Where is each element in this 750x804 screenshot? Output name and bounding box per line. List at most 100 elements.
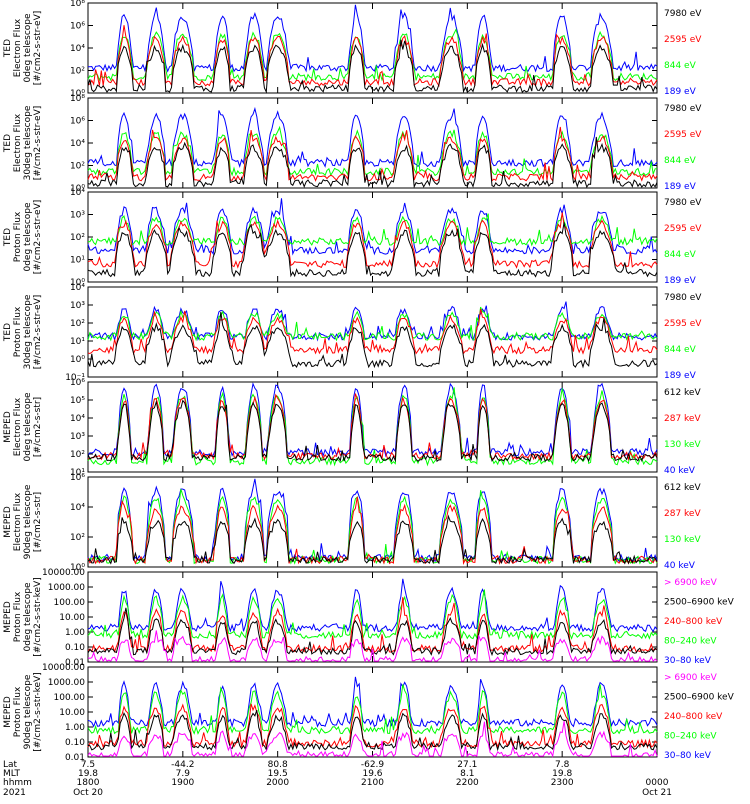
x-tick-label: 2300 xyxy=(551,778,574,788)
legend-entry: 2500–6900 keV xyxy=(664,693,735,703)
x-tick-label: 80.8 xyxy=(268,760,288,770)
y-axis-label-line: 90deg telescope xyxy=(23,674,33,749)
y-axis-label: MEPEDElectron Flux0deg telescope[#/cm2-s… xyxy=(3,392,43,462)
series-trace-blue xyxy=(87,4,658,73)
legend-entry: 287 keV xyxy=(664,509,701,519)
legend-entry: 7980 eV xyxy=(664,104,702,114)
y-axis-label: TEDElectron Flux0deg telescope[#/cm2-s-s… xyxy=(3,11,43,86)
y-axis-label-line: 0deg telescope xyxy=(23,392,33,462)
y-tick-label: 1.00 xyxy=(65,628,85,638)
series-trace-red xyxy=(87,393,658,461)
y-tick-label: 10000.00 xyxy=(42,663,85,673)
series-trace-green xyxy=(87,125,658,177)
y-tick-label: 0.01 xyxy=(65,658,85,668)
y-axis-label: MEPEDProton Flux90deg telescope[#/cm2-s-… xyxy=(3,672,43,751)
series-trace-black xyxy=(87,607,658,657)
panel-3: 10⁰ 10¹ 10² 10³ 10⁴ TEDProton Flux0deg telesc… xyxy=(3,188,702,288)
y-tick-label: 1.00 xyxy=(65,723,85,733)
legend-entry: 240–800 keV xyxy=(664,617,723,627)
series-trace-magenta xyxy=(87,721,658,758)
y-tick-label: 10⁰ xyxy=(70,184,85,194)
legend-entry: 2595 eV xyxy=(664,130,702,140)
legend-entry: 30–80 keV xyxy=(664,656,712,666)
y-axis-label-line: [#/cm2-s-str-eV] xyxy=(33,200,43,275)
series-trace-black xyxy=(87,136,658,189)
x-tick-label: 7.9 xyxy=(176,769,191,779)
y-tick-label: 10000.00 xyxy=(42,568,85,578)
y-tick-label: 10⁸ xyxy=(70,0,85,9)
series-trace-red xyxy=(87,496,658,565)
y-axis-label-line: [#/cm2-s-str-eV] xyxy=(33,106,43,181)
y-tick-label: 10³ xyxy=(70,301,85,311)
y-axis-label-line: MEPED xyxy=(3,601,13,633)
y-tick-label: 0.10 xyxy=(65,738,85,748)
series-trace-blue xyxy=(87,676,658,728)
legend-entry: 189 eV xyxy=(664,371,697,381)
series-trace-red xyxy=(87,212,658,269)
y-tick-label: 10⁶ xyxy=(70,473,85,483)
y-axis-label-line: Electron Flux xyxy=(13,113,23,172)
y-tick-label: 100.00 xyxy=(54,693,86,703)
y-axis-label-line: TED xyxy=(3,134,13,153)
legend-entry: 2500–6900 keV xyxy=(664,598,735,608)
y-tick-label: 10⁴ xyxy=(70,283,85,293)
y-axis-label-line: [#/cm2-s-str-keV] xyxy=(33,577,43,656)
y-axis-label-line: [#/cm2-s-str-eV] xyxy=(33,295,43,370)
series-trace-black xyxy=(87,709,658,752)
x-tick-label: 1800 xyxy=(77,778,100,788)
y-axis-label: TEDProton Flux30deg telescope[#/cm2-s-st… xyxy=(3,294,43,369)
legend-entry: > 6900 keV xyxy=(664,673,718,683)
legend-entry: 189 eV xyxy=(664,182,697,192)
series-trace-green xyxy=(87,589,658,641)
y-tick-label: 10³ xyxy=(70,432,85,442)
y-axis-label-line: 30deg telescope xyxy=(23,105,33,180)
x-tick-label: 7.8 xyxy=(555,760,570,770)
y-tick-label: 1000.00 xyxy=(48,678,85,688)
legend-entry: 612 keV xyxy=(664,388,701,398)
y-axis-label-line: [#/cm2-s-str-keV] xyxy=(33,672,43,751)
series-trace-black xyxy=(87,222,658,278)
series-trace-black xyxy=(87,399,658,463)
y-axis-label-line: Electron Flux xyxy=(13,397,23,456)
series-trace-magenta xyxy=(87,630,658,663)
y-axis-label-line: [#/cm2-s-str-eV] xyxy=(33,11,43,86)
y-tick-label: 10² xyxy=(70,67,85,77)
x-tick-label: Oct 20 xyxy=(73,788,103,798)
y-tick-label: 10⁸ xyxy=(70,94,85,104)
y-tick-label: 10² xyxy=(70,233,85,243)
y-tick-label: 10⁴ xyxy=(70,414,85,424)
x-row-label: Lat xyxy=(3,760,18,770)
y-tick-label: 0.01 xyxy=(65,753,85,763)
y-axis-label-line: 30deg telescope xyxy=(23,294,33,369)
y-axis-label-line: Proton Flux xyxy=(13,591,23,642)
y-tick-label: 10⁶ xyxy=(70,378,85,388)
y-tick-label: 10² xyxy=(70,533,85,543)
y-axis-label-line: Proton Flux xyxy=(13,211,23,262)
panel-5: 10¹ 10² 10³ 10⁴ 10⁵ 10⁶ MEPEDElectron Flux0deg… xyxy=(3,378,701,478)
y-tick-label: 10⁴ xyxy=(70,44,85,54)
y-tick-label: 10⁶ xyxy=(70,117,85,127)
series-trace-red xyxy=(87,126,658,183)
legend-entry: 2595 eV xyxy=(664,319,702,329)
y-axis-label-line: 90deg telescope xyxy=(23,484,33,559)
y-axis-label: TEDProton Flux0deg telescope[#/cm2-s-str… xyxy=(3,200,43,275)
y-axis-label: MEPEDProton Flux0deg telescope[#/cm2-s-s… xyxy=(3,577,43,656)
x-tick-label: 2200 xyxy=(456,778,479,788)
x-tick-label: 0000 xyxy=(646,778,669,788)
y-tick-label: 10² xyxy=(70,450,85,460)
legend-entry: 189 eV xyxy=(664,87,697,97)
panel-7: 0.010.101.0010.00100.001000.0010000.00ME… xyxy=(3,568,735,668)
legend-entry: 40 keV xyxy=(664,466,696,476)
y-tick-label: 10⁴ xyxy=(70,139,85,149)
y-tick-label: 10² xyxy=(70,162,85,172)
y-axis-label-line: [#/cm2-s-str] xyxy=(33,492,43,552)
series-trace-red xyxy=(87,703,658,749)
x-tick-label: 27.1 xyxy=(457,760,477,770)
y-axis-label-line: MEPED xyxy=(3,506,13,538)
series-trace-green xyxy=(87,684,658,735)
y-tick-label: 10¹ xyxy=(70,337,85,347)
x-tick-label: Oct 21 xyxy=(642,788,672,798)
legend-entry: 844 eV xyxy=(664,250,697,260)
x-tick-label: 1900 xyxy=(171,778,194,788)
